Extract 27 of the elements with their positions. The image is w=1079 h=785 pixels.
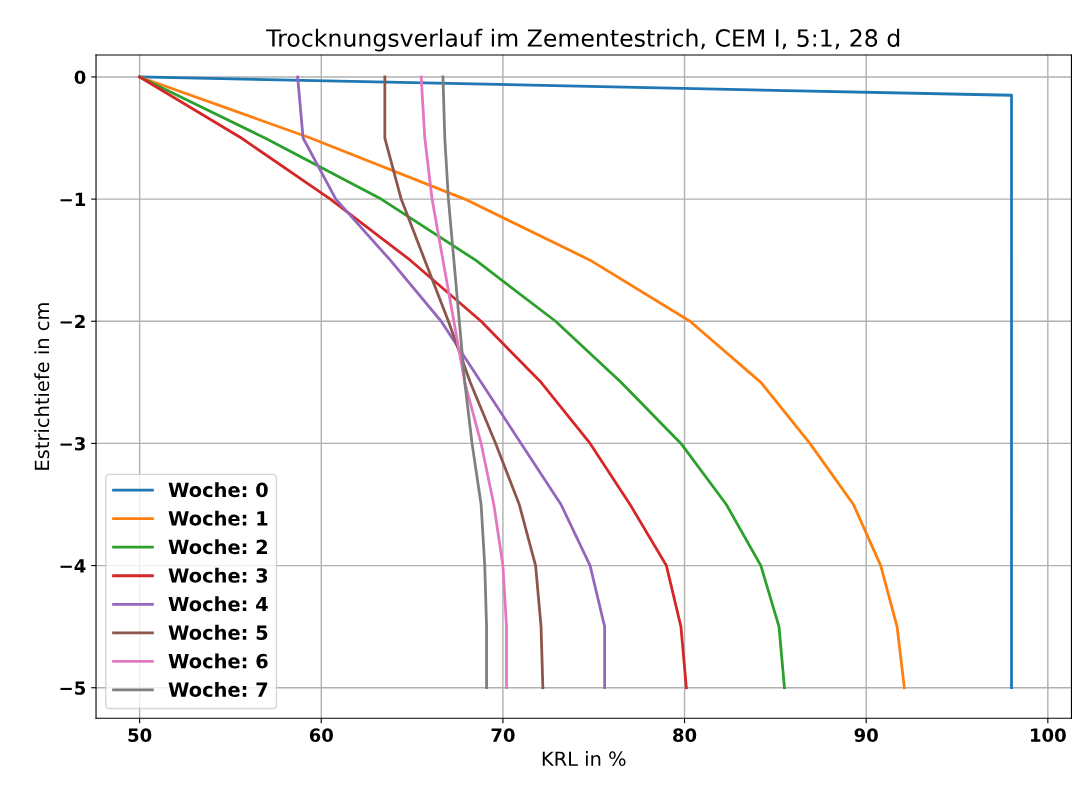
y-tick-label: 0 xyxy=(74,70,86,85)
x-tick-label: 70 xyxy=(491,728,515,742)
x-tick-label: 90 xyxy=(854,728,878,742)
x-axis-title: KRL in % xyxy=(542,751,626,767)
legend-label: Woche: 4 xyxy=(168,596,268,612)
y-tick-label: −1 xyxy=(60,192,86,206)
y-axis-title: Estrichtiefe in cm xyxy=(34,303,50,470)
line-series xyxy=(296,75,607,690)
x-tick-label: 80 xyxy=(673,728,697,742)
chart-title: Trocknungsverlauf im Zementestrich, CEM I, 5:1, 28 d xyxy=(266,28,900,52)
line-series xyxy=(419,75,508,690)
line-series xyxy=(441,75,488,690)
x-tick-label: 60 xyxy=(309,728,333,742)
legend-label: Woche: 6 xyxy=(168,653,268,669)
legend-label: Woche: 0 xyxy=(168,482,268,498)
legend-label: Woche: 7 xyxy=(168,681,268,698)
x-tick-label: 50 xyxy=(128,728,152,742)
y-tick-label: −5 xyxy=(60,681,86,695)
legend-label: Woche: 5 xyxy=(168,624,268,640)
legend-label: Woche: 3 xyxy=(168,567,268,583)
y-tick-label: −3 xyxy=(60,436,85,451)
legend-label: Woche: 1 xyxy=(168,510,268,526)
y-tick-label: −4 xyxy=(60,559,86,573)
y-tick-label: −2 xyxy=(60,314,85,329)
legend-label: Woche: 2 xyxy=(168,539,268,555)
line-series xyxy=(383,75,545,690)
x-tick-label: 100 xyxy=(1031,728,1066,742)
